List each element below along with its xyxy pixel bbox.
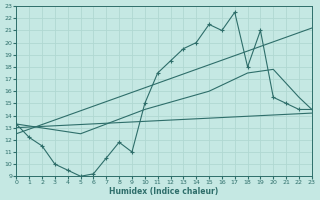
X-axis label: Humidex (Indice chaleur): Humidex (Indice chaleur) xyxy=(109,187,219,196)
